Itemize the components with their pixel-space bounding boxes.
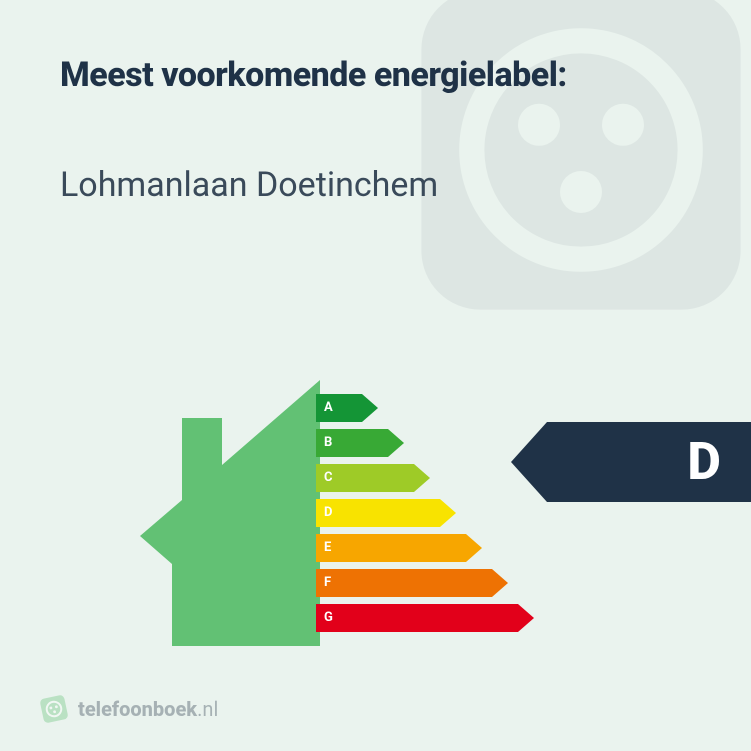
- energy-bar-label: G: [324, 604, 333, 632]
- energy-bar-label: E: [324, 534, 331, 562]
- brand-text: telefoonboek.nl: [78, 697, 218, 721]
- energy-bar-label: A: [324, 394, 333, 422]
- house-icon: [140, 380, 320, 650]
- selected-label-letter: D: [687, 422, 721, 502]
- energy-bar-row: F: [316, 569, 636, 597]
- energy-bar-label: D: [324, 499, 332, 527]
- energy-bar-row: D: [316, 499, 636, 527]
- energy-bar-d: [316, 499, 456, 527]
- energy-bar-label: C: [324, 464, 333, 492]
- footer-brand: telefoonboek.nl: [40, 695, 218, 723]
- energy-bar-f: [316, 569, 508, 597]
- energy-bar-row: E: [316, 534, 636, 562]
- brand-name-light: .nl: [197, 697, 218, 721]
- page-title: Meest voorkomende energielabel:: [60, 55, 567, 95]
- energy-bar-label: B: [324, 429, 332, 457]
- energy-bar-c: [316, 464, 430, 492]
- energy-label-chart: ABCDEFG: [140, 380, 620, 650]
- brand-icon: [37, 692, 70, 725]
- energy-bar-label: F: [324, 569, 331, 597]
- energy-bar-row: G: [316, 604, 636, 632]
- brand-name-bold: telefoonboek: [78, 697, 197, 721]
- energy-bar-e: [316, 534, 482, 562]
- location-subtitle: Lohmanlaan Doetinchem: [60, 165, 438, 205]
- energy-bar-row: A: [316, 394, 636, 422]
- energy-bar-g: [316, 604, 534, 632]
- selected-label-callout: D: [511, 422, 751, 502]
